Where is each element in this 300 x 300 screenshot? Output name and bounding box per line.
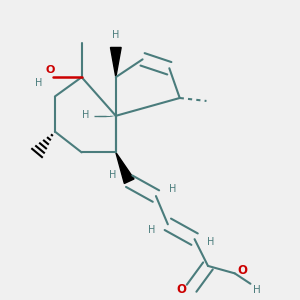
Text: H: H [169,184,176,194]
Text: H: H [253,285,261,295]
Text: O: O [176,283,186,296]
Polygon shape [110,47,121,77]
Polygon shape [116,152,134,184]
Text: H: H [148,225,155,235]
Text: H: H [112,30,119,40]
Text: O: O [46,65,55,75]
Text: H: H [207,236,214,247]
Text: O: O [237,265,247,278]
Text: H: H [109,170,116,180]
Text: H: H [82,110,90,120]
Text: H: H [35,78,42,88]
